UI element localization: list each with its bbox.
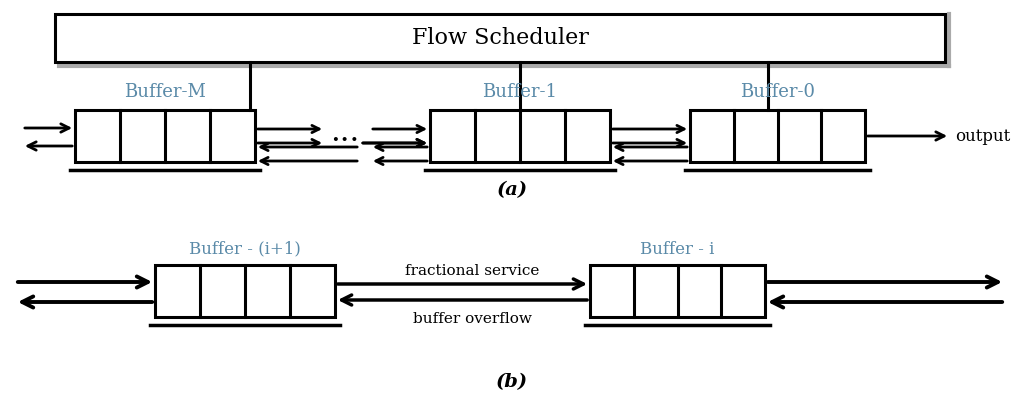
Text: Buffer - (i+1): Buffer - (i+1) xyxy=(189,241,301,258)
Bar xyxy=(430,110,610,162)
Bar xyxy=(690,110,865,162)
Text: Buffer-1: Buffer-1 xyxy=(482,83,557,101)
Text: fractional service: fractional service xyxy=(406,264,540,278)
Text: Buffer-0: Buffer-0 xyxy=(740,83,815,101)
Text: (a): (a) xyxy=(497,181,527,199)
Text: buffer overflow: buffer overflow xyxy=(413,312,531,326)
Text: Flow Scheduler: Flow Scheduler xyxy=(412,27,589,49)
Text: output: output xyxy=(955,127,1011,145)
Text: Buffer - i: Buffer - i xyxy=(640,241,715,258)
Bar xyxy=(155,265,335,317)
Text: Buffer-M: Buffer-M xyxy=(124,83,206,101)
Text: (b): (b) xyxy=(496,373,528,391)
Bar xyxy=(55,14,945,62)
Bar xyxy=(590,265,765,317)
Text: ···: ··· xyxy=(331,126,359,157)
Bar xyxy=(75,110,255,162)
